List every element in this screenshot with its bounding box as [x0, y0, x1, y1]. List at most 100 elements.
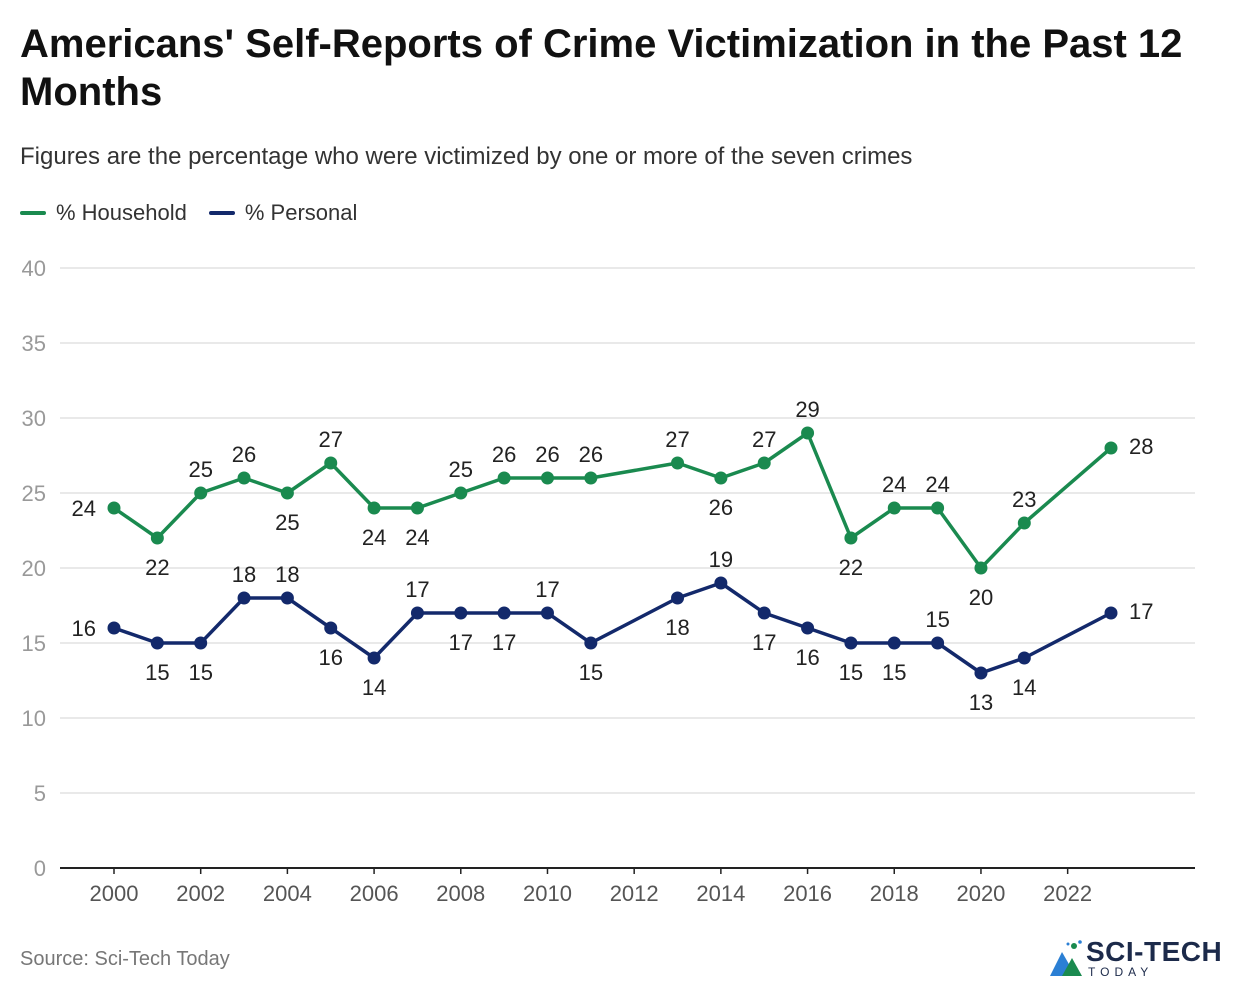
data-point-personal[interactable] [410, 606, 424, 620]
data-point-personal[interactable] [367, 651, 381, 665]
data-label-personal: 17 [449, 630, 473, 655]
data-point-personal[interactable] [844, 636, 858, 650]
y-tick-label: 30 [22, 406, 46, 431]
data-point-household[interactable] [540, 471, 554, 485]
data-label-personal: 17 [752, 630, 776, 655]
data-point-personal[interactable] [540, 606, 554, 620]
data-label-household: 20 [969, 585, 993, 610]
data-point-personal[interactable] [454, 606, 468, 620]
data-point-personal[interactable] [107, 621, 121, 635]
y-tick-label: 25 [22, 481, 46, 506]
x-tick-label: 2014 [696, 881, 745, 906]
data-point-household[interactable] [584, 471, 598, 485]
data-point-personal[interactable] [1017, 651, 1031, 665]
data-point-household[interactable] [367, 501, 381, 515]
data-label-household: 25 [188, 457, 212, 482]
chart-subtitle: Figures are the percentage who were vict… [20, 143, 913, 170]
data-point-household[interactable] [454, 486, 468, 500]
data-point-personal[interactable] [324, 621, 338, 635]
y-tick-label: 10 [22, 706, 46, 731]
data-point-personal[interactable] [671, 591, 685, 605]
y-tick-label: 15 [22, 631, 46, 656]
data-label-personal: 15 [839, 660, 863, 685]
chart-title: Americans' Self-Reports of Crime Victimi… [20, 22, 1183, 114]
data-point-household[interactable] [714, 471, 728, 485]
data-label-household: 27 [318, 427, 342, 452]
data-point-household[interactable] [497, 471, 511, 485]
data-point-personal[interactable] [497, 606, 511, 620]
x-tick-label: 2002 [176, 881, 225, 906]
data-point-household[interactable] [801, 426, 815, 440]
data-label-household: 26 [492, 442, 516, 467]
data-label-household: 24 [882, 472, 906, 497]
brand-name: SCI-TECH [1086, 936, 1223, 967]
data-label-personal: 16 [795, 645, 819, 670]
data-label-personal: 17 [535, 577, 559, 602]
data-point-personal[interactable] [280, 591, 294, 605]
y-tick-label: 40 [22, 256, 46, 281]
data-point-personal[interactable] [194, 636, 208, 650]
data-point-household[interactable] [194, 486, 208, 500]
data-point-household[interactable] [150, 531, 164, 545]
data-point-household[interactable] [1017, 516, 1031, 530]
source-note: Source: Sci-Tech Today [20, 948, 230, 970]
data-label-personal: 19 [709, 547, 733, 572]
data-point-household[interactable] [324, 456, 338, 470]
x-tick-label: 2012 [610, 881, 659, 906]
data-point-household[interactable] [844, 531, 858, 545]
data-label-household: 26 [232, 442, 256, 467]
data-label-personal: 13 [969, 690, 993, 715]
data-label-personal: 18 [232, 562, 256, 587]
y-tick-label: 20 [22, 556, 46, 581]
legend-swatch-personal [208, 211, 235, 215]
data-point-personal[interactable] [584, 636, 598, 650]
data-point-household[interactable] [1104, 441, 1118, 455]
x-tick-label: 2006 [350, 881, 399, 906]
x-tick-label: 2000 [90, 881, 139, 906]
data-label-household: 24 [925, 472, 949, 497]
data-label-personal: 17 [1129, 599, 1153, 624]
y-tick-label: 35 [22, 331, 46, 356]
data-point-personal[interactable] [887, 636, 901, 650]
data-label-personal: 18 [665, 615, 689, 640]
data-label-household: 27 [752, 427, 776, 452]
data-point-household[interactable] [887, 501, 901, 515]
data-point-personal[interactable] [931, 636, 945, 650]
data-label-household: 22 [839, 555, 863, 580]
data-point-personal[interactable] [801, 621, 815, 635]
data-point-household[interactable] [974, 561, 988, 575]
data-label-personal: 17 [405, 577, 429, 602]
data-label-household: 24 [405, 525, 429, 550]
x-tick-label: 2016 [783, 881, 832, 906]
data-point-personal[interactable] [237, 591, 251, 605]
data-label-household: 28 [1129, 434, 1153, 459]
data-label-household: 26 [579, 442, 603, 467]
data-point-household[interactable] [107, 501, 121, 515]
series-line-personal [112, 581, 1113, 675]
data-point-household[interactable] [410, 501, 424, 515]
data-label-household: 26 [535, 442, 559, 467]
data-label-personal: 15 [188, 660, 212, 685]
data-label-household: 29 [795, 397, 819, 422]
data-point-household[interactable] [237, 471, 251, 485]
data-point-personal[interactable] [714, 576, 728, 590]
data-point-personal[interactable] [974, 666, 988, 680]
legend-item-personal[interactable]: % Personal [208, 200, 358, 226]
data-label-household: 25 [449, 457, 473, 482]
data-label-household: 26 [709, 495, 733, 520]
brand-logo: SCI-TECH TODAY [1046, 934, 1226, 984]
legend-label-personal: % Personal [244, 200, 358, 225]
legend-item-household[interactable]: % Household [20, 200, 187, 226]
data-point-household[interactable] [671, 456, 685, 470]
data-label-personal: 15 [145, 660, 169, 685]
data-point-personal[interactable] [1104, 606, 1118, 620]
data-point-household[interactable] [931, 501, 945, 515]
data-point-household[interactable] [757, 456, 771, 470]
brand-mark-icon [1050, 940, 1082, 976]
data-label-household: 23 [1012, 487, 1036, 512]
data-point-personal[interactable] [757, 606, 771, 620]
data-point-personal[interactable] [150, 636, 164, 650]
data-label-household: 24 [72, 496, 96, 521]
data-point-household[interactable] [280, 486, 294, 500]
data-label-personal: 14 [1012, 675, 1036, 700]
